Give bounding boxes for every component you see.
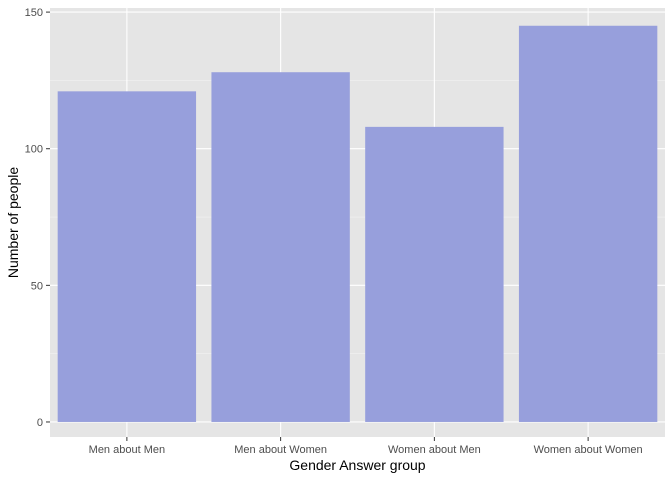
y-tick-label: 100	[25, 144, 43, 156]
y-tick-label: 50	[31, 280, 43, 292]
y-axis-title: Number of people	[5, 167, 21, 279]
x-axis: Men about Men Men about Women Women about …	[89, 437, 643, 456]
y-axis: 0 50 100 150	[25, 7, 50, 429]
bar	[57, 91, 197, 422]
bars-group	[57, 25, 658, 422]
x-tick-label: Men about Men	[89, 444, 165, 456]
x-axis-title: Gender Answer group	[289, 457, 425, 473]
x-tick-label: Men about Women	[234, 444, 327, 456]
y-tick-label: 150	[25, 7, 43, 19]
x-tick-label: Women about Women	[534, 444, 643, 456]
bar	[518, 25, 658, 422]
y-tick-label: 0	[37, 417, 43, 429]
bar	[365, 126, 504, 422]
x-tick-label: Women about Men	[388, 444, 481, 456]
bar	[211, 72, 350, 422]
